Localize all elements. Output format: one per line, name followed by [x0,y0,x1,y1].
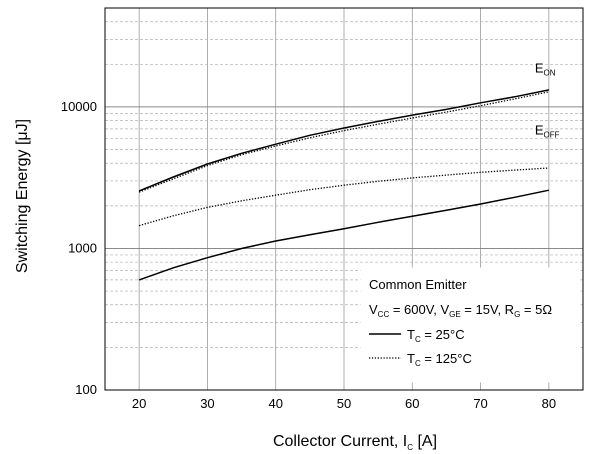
legend-entry-label: TC = 125°C [407,351,472,368]
x-tick-label: 30 [200,396,214,411]
x-tick-label: 60 [405,396,419,411]
x-tick-label: 20 [132,396,146,411]
x-tick-label: 80 [542,396,556,411]
x-axis-title: Collector Current, IC [A] [273,433,437,452]
x-axis-title-main: Collector Current, I [273,433,407,450]
legend-box [360,267,581,383]
curve-labels: EON EOFF [535,61,560,140]
curve-label-eoff: EOFF [535,122,560,139]
curve-label-eon: EON [535,61,556,78]
x-axis-title-sub: C [407,443,413,452]
legend-title: Common Emitter [369,277,467,292]
y-tick-label: 100 [75,382,97,397]
series-eon-tc25 [138,89,550,192]
y-tick-label: 1000 [68,240,97,255]
legend-entry-label: TC = 25°C [407,327,465,344]
x-tick-label: 70 [473,396,487,411]
series-eoff-tc25 [138,189,550,281]
legend: Common Emitter VCC = 600V, VGE = 15V, RG … [360,267,581,383]
grid [105,8,583,390]
y-axis-title: Switching Energy [μJ] [14,119,31,273]
tick-labels: 20 30 40 50 60 70 80 100 1000 10000 [61,99,556,411]
legend-conditions: VCC = 600V, VGE = 15V, RG = 5Ω [369,302,552,319]
x-tick-label: 50 [337,396,351,411]
x-tick-label: 40 [268,396,282,411]
plot-frame [104,7,584,391]
series-eoff-tc125 [138,167,549,227]
y-tick-label: 10000 [61,99,97,114]
x-axis-title-tail: [A] [413,433,437,450]
series-layer [138,89,550,281]
series-eon-tc125 [138,91,550,193]
